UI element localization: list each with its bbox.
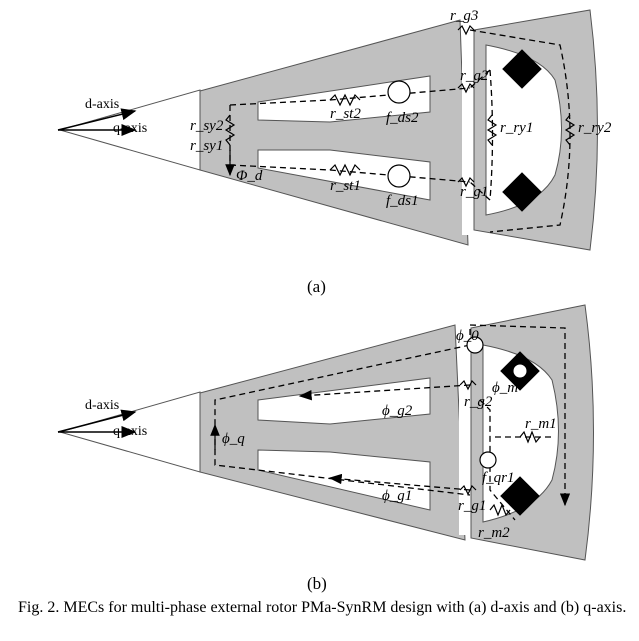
stator-body-a [199,19,469,246]
figure-caption: Fig. 2. MECs for multi-phase external ro… [18,599,627,616]
mec-path-a-rotor-outer [469,29,571,233]
label-rsy2-a: r_sy2 [190,118,224,134]
label-rry2-a: r_ry2 [578,120,612,136]
resistor-rst2-a [329,93,361,107]
label-rsy1-a: r_sy1 [190,138,223,154]
label-rry1-a: r_ry1 [500,120,533,136]
q-axis-label-a: q-axis [113,121,147,136]
label-rst2-a: r_st2 [330,106,361,122]
panel-b-label: (b) [307,574,327,593]
resistor-rry2-a [564,114,576,146]
air-gap-a [462,35,474,235]
label-phig1-b: ϕ_g1 [382,488,412,504]
d-axis-arrow-a [57,108,137,131]
mec-path-b-g1 [328,473,471,491]
label-rst1-a: r_st1 [330,178,361,194]
resistor-rg1-a [457,176,475,188]
mmf-source-fds1-a [387,164,411,188]
label-phi0-b: ϕ_0 [456,328,479,344]
q-axis-label-b: q-axis [113,424,147,439]
lower-slot-a [257,149,431,201]
label-fqr1-b: f_qr1 [482,470,515,486]
resistor-rg1-b [459,484,477,496]
label-rg1-b: r_g1 [458,498,486,514]
resistor-rsy-a [224,114,236,146]
label-rg3-a: r_g3 [450,8,478,24]
label-phid-a: Φ_d [236,168,263,184]
label-phiq-b: ϕ_q [222,431,245,447]
resistor-rry1-a [486,114,498,146]
label-rg2-b: r_g2 [464,394,493,410]
label-phig2-b: ϕ_g2 [382,403,413,419]
resistor-rg3-a [457,24,475,36]
mmf-source-fds2-a [387,80,411,104]
panel-b: d-axis q-axis ϕ_q ϕ_g2 ϕ_g1 ϕ_0 ϕ_m r_g2… [57,304,594,593]
mec-path-b-outer [469,324,571,507]
mec-path-b-g2 [298,384,471,401]
d-axis-arrow-b [57,409,137,433]
panel-a-label: (a) [307,277,326,296]
label-fds1-a: f_ds1 [386,193,419,209]
magnet-a-upper [502,49,542,89]
upper-slot-b [257,377,431,425]
label-rg2-a: r_g2 [460,68,489,84]
mec-path-a-rotor-inner [489,69,494,201]
resistor-rm1-b [519,430,541,444]
label-fds2-a: f_ds2 [386,110,419,126]
magnet-b-lower [500,476,540,516]
magnet-a-lower [502,172,542,212]
label-rg1-a: r_g1 [460,184,488,200]
source-fqr1-b [479,451,497,469]
d-axis-label-b: d-axis [85,398,119,413]
source-phi0-b [466,336,484,354]
resistor-rst1-a [329,163,361,177]
magnet-b-upper-source [512,363,528,379]
resistor-rm2-b [489,503,511,517]
label-rm1-b: r_m1 [525,416,557,432]
d-axis-label-a: d-axis [85,97,119,112]
label-phim-b: ϕ_m [492,380,518,396]
resistor-rg2-a [457,82,475,94]
resistor-rg2-b [459,379,477,391]
panel-a: d-axis q-axis r_sy2 r_sy1 Φ_d r_st2 r_st… [57,8,612,296]
label-rm2-b: r_m2 [478,525,510,541]
